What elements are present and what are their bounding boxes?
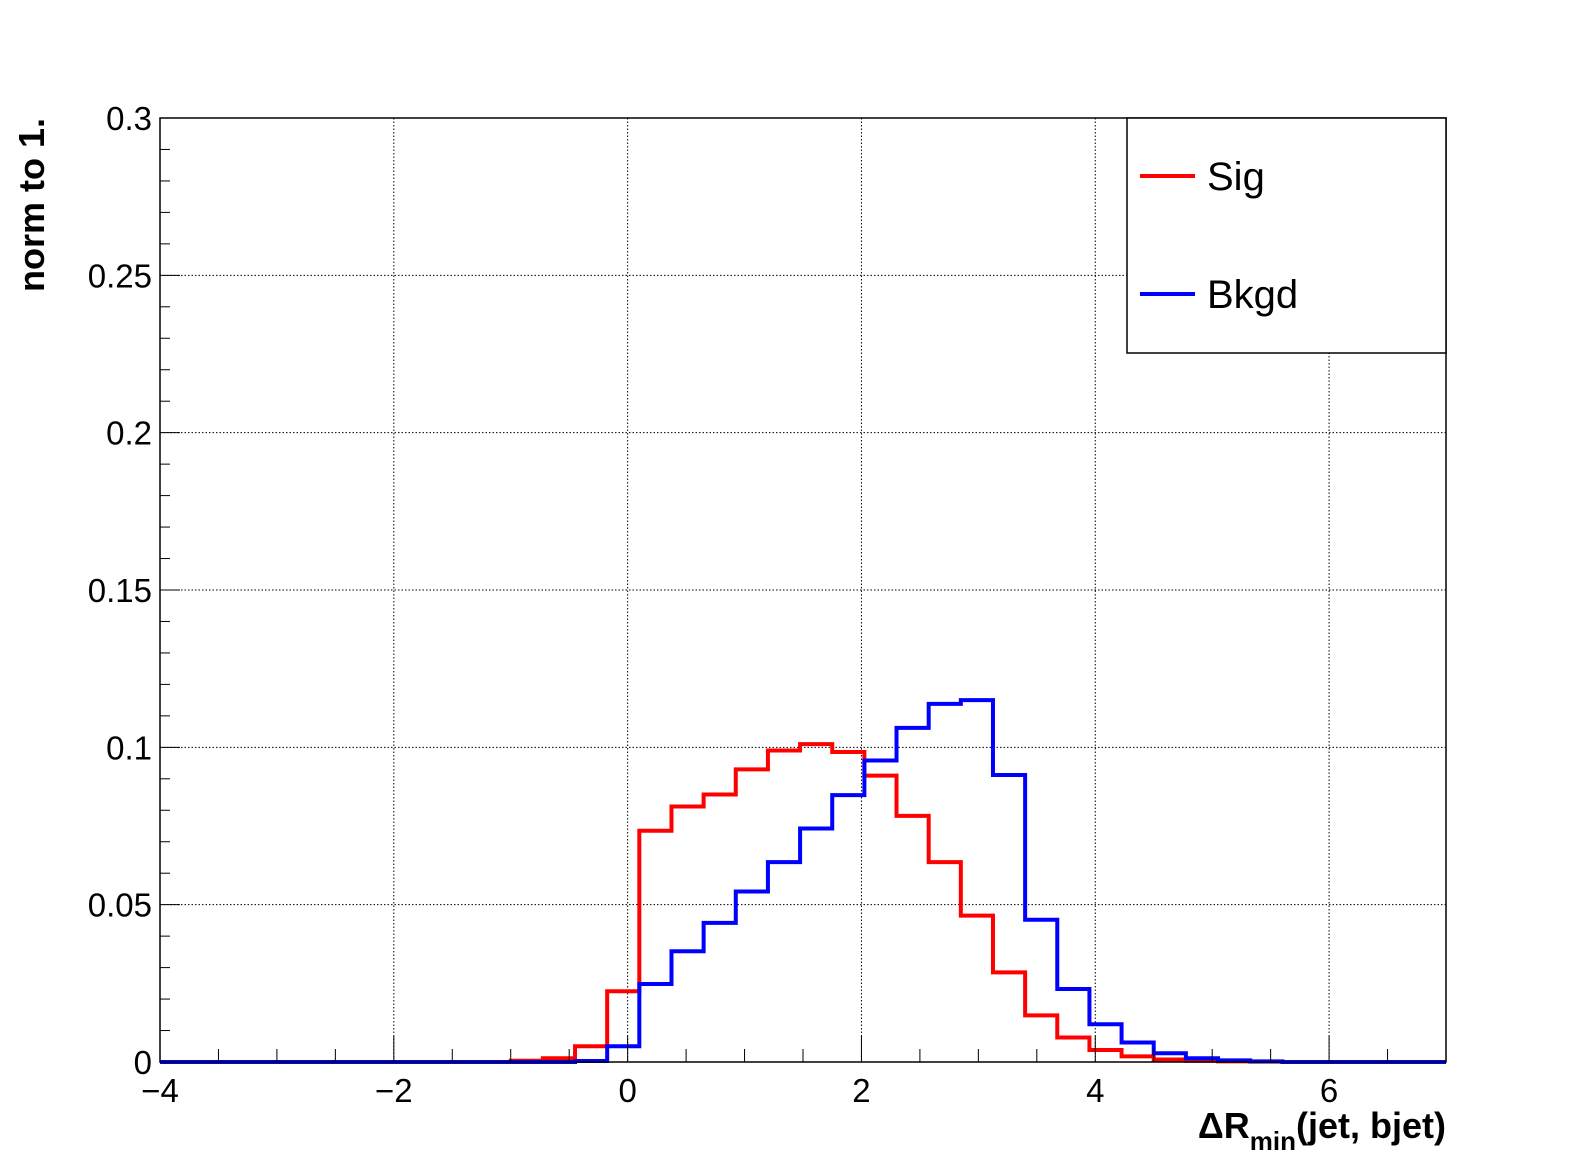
x-tick-label: −4	[141, 1072, 179, 1109]
axis-ticks	[159, 117, 1447, 1063]
x-tick-label: −2	[375, 1072, 413, 1109]
x-tick-label: 4	[1086, 1072, 1104, 1109]
legend-label-sig: Sig	[1207, 155, 1265, 199]
tick-labels: −4 −2 0 2 4 6 0 0.05 0.1 0.15 0.2 0.25 0.3	[88, 100, 1339, 1109]
y-tick-label: 0	[134, 1044, 152, 1081]
y-tick-label: 0.05	[88, 887, 152, 924]
x-axis-title-main: ΔR	[1198, 1105, 1250, 1146]
x-axis-title-subscript: min	[1250, 1126, 1296, 1156]
series-line-bkgd	[160, 698, 1446, 1064]
y-tick-label: 0.15	[88, 572, 152, 609]
series-group	[160, 698, 1446, 1064]
x-tick-label: 6	[1320, 1072, 1338, 1109]
y-tick-label: 0.1	[106, 729, 152, 766]
legend: Sig Bkgd	[1126, 117, 1447, 354]
y-tick-label: 0.3	[106, 100, 152, 137]
x-axis-title: ΔRmin(jet, bjet)	[1198, 1105, 1446, 1156]
legend-label-bkgd: Bkgd	[1207, 273, 1298, 317]
y-axis-title: norm to 1.	[11, 118, 52, 292]
x-tick-label: 2	[852, 1072, 870, 1109]
x-axis-title-rest: (jet, bjet)	[1296, 1105, 1446, 1146]
x-tick-label: 0	[618, 1072, 636, 1109]
series-line-sig	[160, 742, 1446, 1064]
y-tick-label: 0.25	[88, 257, 152, 294]
legend-box	[1126, 117, 1447, 354]
y-tick-label: 0.2	[106, 415, 152, 452]
